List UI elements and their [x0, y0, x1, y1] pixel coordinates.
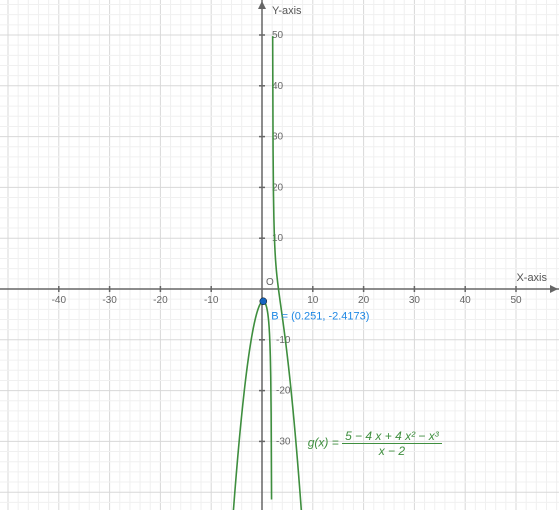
- x-tick-label: 10: [307, 295, 319, 306]
- x-tick-label: 30: [409, 295, 421, 306]
- function-curve: [215, 301, 271, 510]
- y-tick-label: -30: [276, 436, 291, 447]
- origin-label: O: [266, 277, 274, 288]
- function-label: g(x) = 5 − 4 x + 4 x² − x³x − 2: [308, 429, 442, 458]
- point-B: [260, 298, 267, 305]
- plot-container[interactable]: -40-30-20-101020304050-30-20-10102030405…: [0, 0, 559, 510]
- x-axis-label: X-axis: [516, 272, 547, 284]
- y-tick-label: -10: [276, 335, 291, 346]
- y-tick-label: 50: [272, 30, 284, 41]
- y-axis-label: Y-axis: [272, 5, 302, 17]
- point-B-label: B = (0.251, -2.4173): [271, 310, 369, 322]
- y-tick-label: -20: [276, 386, 291, 397]
- function-denominator: x − 2: [342, 444, 442, 458]
- x-tick-label: 20: [358, 295, 370, 306]
- x-tick-label: -20: [153, 295, 168, 306]
- plot-svg: -40-30-20-101020304050-30-20-10102030405…: [0, 0, 559, 510]
- function-numerator: 5 − 4 x + 4 x² − x³: [342, 429, 442, 444]
- function-fraction: 5 − 4 x + 4 x² − x³x − 2: [342, 429, 442, 458]
- x-tick-label: -10: [204, 295, 219, 306]
- x-tick-label: 50: [510, 295, 522, 306]
- y-tick-label: 40: [272, 81, 284, 92]
- x-tick-label: 40: [460, 295, 472, 306]
- function-prefix: g(x) =: [308, 436, 342, 450]
- x-tick-label: -40: [52, 295, 67, 306]
- x-tick-label: -30: [102, 295, 117, 306]
